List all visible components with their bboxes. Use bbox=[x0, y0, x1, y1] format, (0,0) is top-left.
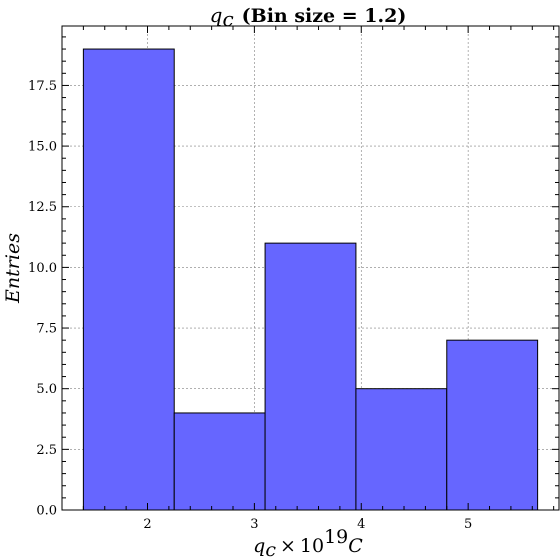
x-tick-label: 4 bbox=[357, 517, 365, 532]
y-tick-label: 2.5 bbox=[36, 443, 57, 458]
histogram-bar bbox=[264, 242, 357, 511]
histogram-bar bbox=[446, 339, 539, 511]
xlabel-exponent: 19 bbox=[324, 526, 348, 548]
y-tick-label: 10.0 bbox=[28, 261, 57, 276]
histogram-bar bbox=[355, 388, 448, 511]
chart-title: qc (Bin size = 1.2) bbox=[210, 3, 407, 31]
y-tick-label: 7.5 bbox=[36, 322, 57, 337]
xlabel-math-sub: c bbox=[265, 539, 276, 559]
xlabel-unit: C bbox=[348, 535, 363, 557]
y-tick-label: 15.0 bbox=[28, 140, 57, 155]
y-tick-label: 5.0 bbox=[36, 382, 57, 397]
title-math-sub: c bbox=[222, 7, 233, 31]
histogram-bar bbox=[82, 48, 175, 511]
bars bbox=[82, 48, 539, 511]
y-axis-label: Entries bbox=[2, 233, 24, 304]
y-tick-label: 12.5 bbox=[28, 200, 57, 215]
xlabel-times: × bbox=[280, 535, 296, 557]
plot-frame bbox=[61, 25, 560, 511]
title-math: q bbox=[210, 3, 223, 27]
x-tick-label: 3 bbox=[250, 517, 258, 532]
y-tick-label: 17.5 bbox=[28, 79, 57, 94]
xlabel-base: 10 bbox=[300, 535, 324, 557]
title-text: (Bin size = 1.2) bbox=[242, 5, 407, 27]
histogram-bar bbox=[173, 412, 266, 511]
x-axis-label: qc × 1019C bbox=[253, 526, 363, 559]
xlabel-math: q bbox=[253, 535, 265, 557]
y-tick-label: 0.0 bbox=[36, 504, 57, 519]
x-tick-label: 5 bbox=[464, 517, 472, 532]
axis-ticks bbox=[61, 26, 559, 511]
x-tick-label: 2 bbox=[143, 517, 151, 532]
